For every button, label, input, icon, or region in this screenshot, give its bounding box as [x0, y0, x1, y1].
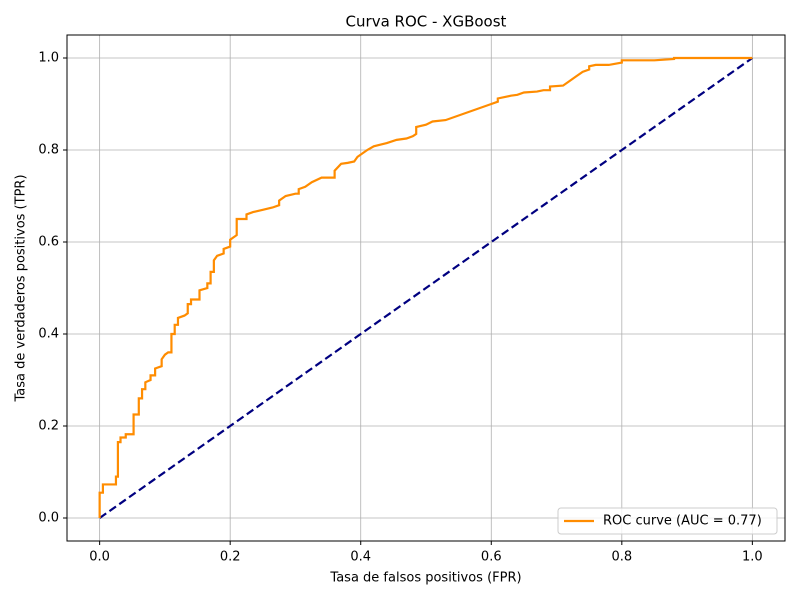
x-axis-label: Tasa de falsos positivos (FPR): [329, 571, 521, 586]
y-tick-label: 0.0: [38, 511, 59, 526]
y-tick-label: 0.4: [38, 327, 59, 342]
x-tick-label: 1.0: [742, 550, 763, 565]
y-tick-label: 1.0: [38, 51, 59, 66]
plot-frame: [66, 34, 786, 542]
legend-box: [557, 507, 778, 535]
y-tick-label: 0.2: [38, 419, 59, 434]
legend-label: ROC curve (AUC = 0.77): [603, 514, 762, 529]
series-line: [99, 57, 753, 519]
series-line: [98, 56, 753, 518]
y-axis-label: Tasa de verdaderos positivos (TPR): [14, 174, 29, 402]
x-tick-label: 0.0: [89, 550, 110, 565]
chart-title: Curva ROC - XGBoost: [346, 13, 507, 31]
x-tick-label: 0.4: [350, 550, 371, 565]
x-tick-label: 0.2: [220, 550, 241, 565]
x-tick-label: 0.6: [481, 550, 502, 565]
x-tick-label: 0.8: [611, 550, 632, 565]
y-tick-label: 0.6: [38, 235, 59, 250]
y-tick-label: 0.8: [38, 143, 59, 158]
